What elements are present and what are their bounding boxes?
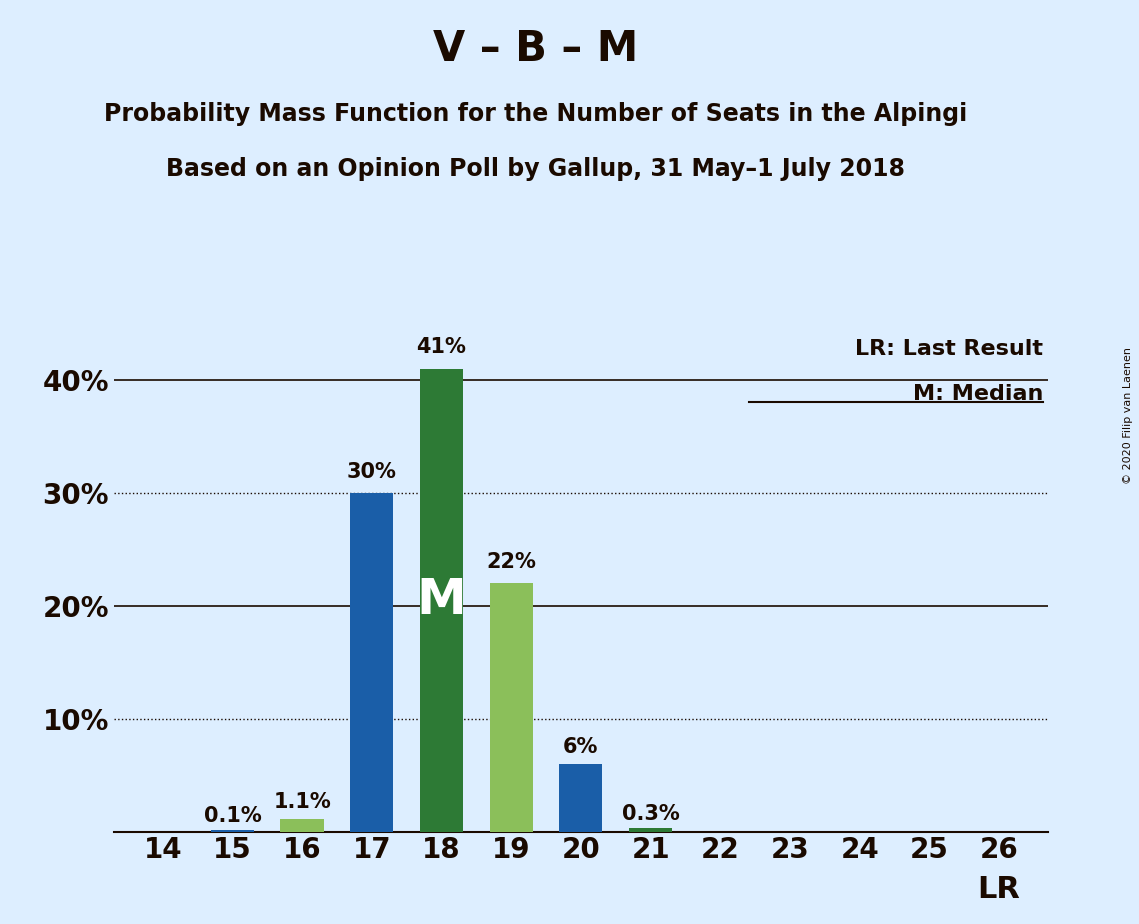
Text: M: Median: M: Median — [912, 384, 1043, 405]
Text: M: M — [417, 576, 466, 624]
Text: 0.1%: 0.1% — [204, 806, 261, 826]
Text: V – B – M: V – B – M — [433, 28, 638, 69]
Text: 30%: 30% — [347, 461, 396, 481]
Text: © 2020 Filip van Laenen: © 2020 Filip van Laenen — [1123, 347, 1133, 484]
Bar — [211, 831, 254, 832]
Text: 6%: 6% — [563, 737, 599, 757]
Text: 22%: 22% — [486, 552, 536, 572]
Text: LR: Last Result: LR: Last Result — [855, 338, 1043, 359]
Text: LR: LR — [977, 874, 1021, 904]
Text: Based on an Opinion Poll by Gallup, 31 May–1 July 2018: Based on an Opinion Poll by Gallup, 31 M… — [166, 157, 904, 181]
Text: Probability Mass Function for the Number of Seats in the Alpingi: Probability Mass Function for the Number… — [104, 102, 967, 126]
Bar — [559, 764, 603, 832]
Text: 0.3%: 0.3% — [622, 804, 680, 823]
Bar — [280, 820, 323, 832]
Bar — [490, 583, 533, 832]
Bar — [420, 369, 464, 832]
Bar — [629, 828, 672, 832]
Text: 1.1%: 1.1% — [273, 793, 331, 812]
Text: 41%: 41% — [417, 337, 467, 358]
Bar — [350, 492, 393, 832]
